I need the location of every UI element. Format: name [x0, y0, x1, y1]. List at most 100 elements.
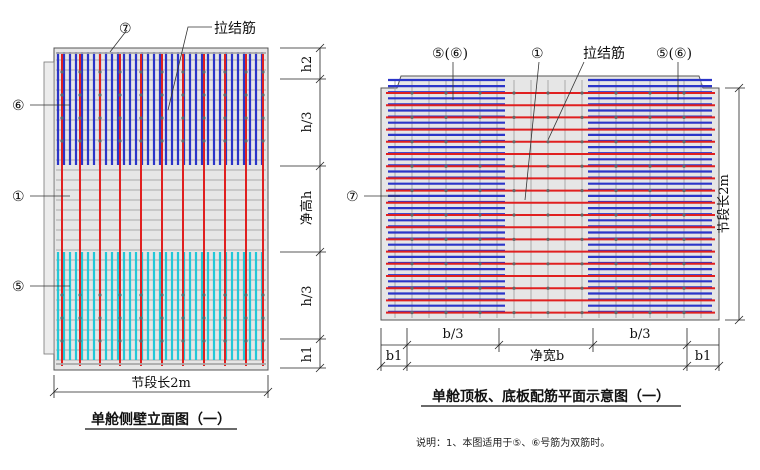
tie-bar-dot	[682, 189, 686, 193]
tie-bar-dot	[614, 140, 618, 144]
tie-bar-dot	[648, 213, 652, 217]
tie-bar-dot	[181, 316, 185, 320]
tie-bar-dot	[139, 293, 143, 297]
tie-bar-dot	[648, 140, 652, 144]
tie-bar-dot	[181, 293, 185, 297]
tie-bar-dot	[60, 293, 64, 297]
tie-bar-dot	[244, 93, 248, 97]
tie-bar-dot	[160, 70, 164, 74]
tie-bar-dot	[78, 293, 82, 297]
tie-bar-dot	[139, 316, 143, 320]
joint-flange	[43, 61, 55, 355]
callout-7-right-label: ⑦	[346, 189, 359, 205]
tie-bar-dot	[614, 164, 618, 168]
right-rebars	[386, 78, 715, 318]
left-callouts: ⑦ 拉结筋 ⑥ ① ⑤	[12, 20, 256, 295]
right-vertical-dimension	[725, 83, 745, 325]
tie-bar-dot	[78, 139, 82, 143]
tie-bar-dot	[60, 70, 64, 74]
tie-bar-dot	[546, 286, 550, 290]
tie-bar-dot	[512, 311, 516, 315]
callout-56-right-label: ⑤(⑥)	[656, 46, 692, 62]
slab-plan	[380, 75, 720, 321]
drawing-note: 说明：1、本图适用于⑤、⑥号筋为双筋时。	[416, 436, 610, 449]
tie-bar-dot	[512, 115, 516, 119]
tie-bar-dot	[546, 140, 550, 144]
tie-bar-dot	[682, 91, 686, 95]
tie-bar-dot	[580, 140, 584, 144]
tie-bar-dot	[580, 115, 584, 119]
tie-bar-dot	[223, 339, 227, 343]
tie-bar-dot	[580, 286, 584, 290]
tie-bar-dot	[244, 293, 248, 297]
tie-bar-dot	[223, 116, 227, 120]
tie-bar-dot	[444, 115, 448, 119]
tie-bar-dot	[181, 139, 185, 143]
tie-bar-dot	[139, 116, 143, 120]
tie-bar-dot	[98, 93, 102, 97]
tie-bar-dot	[244, 70, 248, 74]
tie-bar-dot	[118, 93, 122, 97]
tie-bar-dot	[648, 164, 652, 168]
callout-1-label: ①	[12, 189, 25, 205]
tie-bar-dot	[682, 115, 686, 119]
tie-bar-dot	[202, 316, 206, 320]
tie-bar-dot	[410, 237, 414, 241]
tie-bar-dot	[244, 139, 248, 143]
tie-bar-dot	[580, 311, 584, 315]
tie-bar-dot	[546, 189, 550, 193]
tie-bar-dot	[648, 91, 652, 95]
tie-bar-dot	[78, 339, 82, 343]
left-rebars	[56, 52, 266, 366]
tie-bar-dot	[614, 286, 618, 290]
tie-bar-dot	[98, 339, 102, 343]
tie-bar-dot	[98, 116, 102, 120]
tie-bar-dot	[118, 70, 122, 74]
tie-bar-dot	[78, 93, 82, 97]
tie-bar-dot	[648, 286, 652, 290]
tie-bar-dot	[410, 311, 414, 315]
tie-bar-dot	[160, 293, 164, 297]
dim-h2: h2	[300, 56, 315, 73]
callout-1-right-label: ①	[531, 46, 544, 62]
tie-bar-dot	[139, 339, 143, 343]
tie-bar-dot	[223, 293, 227, 297]
tie-bar-dot	[261, 293, 265, 297]
tie-bar-dot	[648, 115, 652, 119]
tie-bar-dot	[244, 339, 248, 343]
tie-bar-dot	[202, 93, 206, 97]
tie-bar-dot	[60, 339, 64, 343]
tie-bar-dot	[478, 237, 482, 241]
tie-bar-dot	[60, 116, 64, 120]
tie-bar-dot	[512, 286, 516, 290]
callout-56-left-label: ⑤(⑥)	[432, 46, 468, 62]
tie-bar-dot	[478, 164, 482, 168]
tie-bar-dot	[98, 293, 102, 297]
tie-bar-dot	[244, 116, 248, 120]
tie-bar-dot	[478, 286, 482, 290]
tie-bar-dot	[580, 213, 584, 217]
tie-bar-dot	[410, 115, 414, 119]
tie-bar-dot	[202, 293, 206, 297]
callout-5-label: ⑤	[12, 279, 25, 295]
dim-h1: h1	[300, 346, 315, 363]
tie-bar-dot	[78, 116, 82, 120]
tie-bar-dot	[60, 316, 64, 320]
tie-bar-dot	[181, 339, 185, 343]
tie-bar-dot	[223, 316, 227, 320]
tie-bar-dot	[160, 139, 164, 143]
tie-bar-dot	[580, 164, 584, 168]
tie-bar-dot	[139, 93, 143, 97]
tie-bar-dot	[648, 237, 652, 241]
tie-bar-dot	[444, 237, 448, 241]
tie-bar-dot	[682, 164, 686, 168]
tie-bar-dot	[580, 237, 584, 241]
dim-segment-length-left: 节段长2m	[131, 376, 191, 391]
tie-bar-dot	[580, 91, 584, 95]
tie-bar-label: 拉结筋	[214, 20, 256, 37]
tie-bar-dot	[223, 93, 227, 97]
tie-bar-dot	[648, 311, 652, 315]
tie-bar-dot	[98, 316, 102, 320]
tie-bar-dot	[614, 91, 618, 95]
tie-bar-dot	[410, 140, 414, 144]
